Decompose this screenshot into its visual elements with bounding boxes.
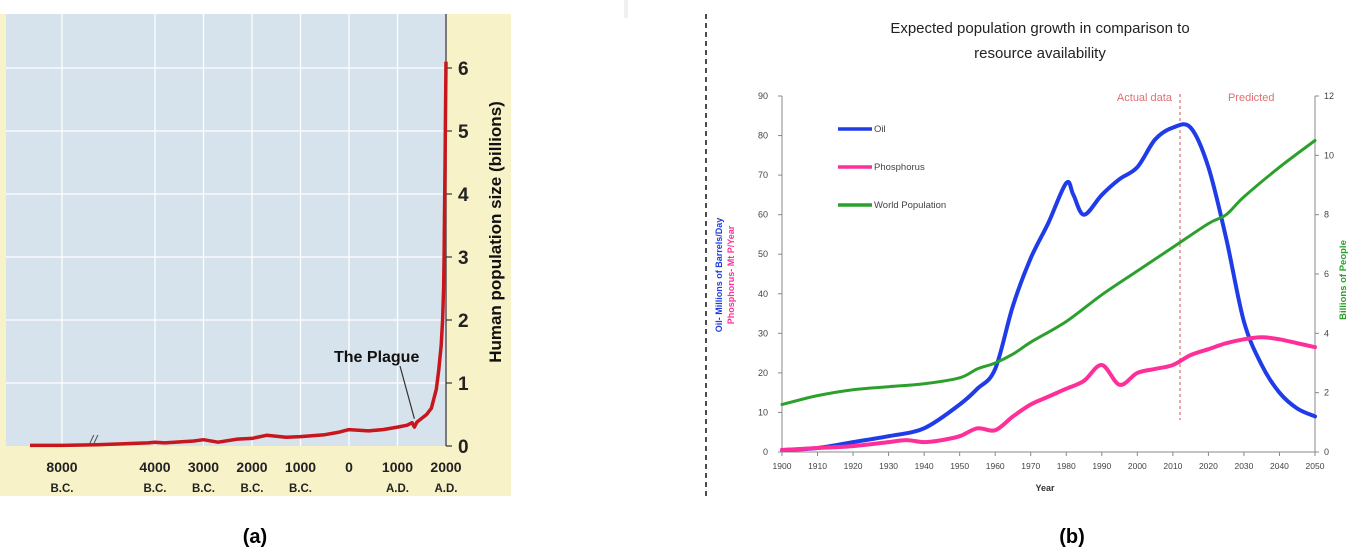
- panel-a-ytick-label-5: 5: [458, 122, 469, 143]
- panel-b-title-line-2: resource availability: [974, 45, 1106, 62]
- panel-b-x-tick-label-13: 2030: [1234, 461, 1253, 471]
- phosphorus-line: [780, 335, 1317, 452]
- panel-a-xtick-era-0: B.C.: [51, 483, 74, 495]
- panel-a-xtick-year-3: 2000: [236, 459, 267, 475]
- panel-a-ytick-label-0: 0: [458, 437, 469, 458]
- panel-a-plot-area: [6, 14, 446, 446]
- panel-b-right-tick-label-0: 0: [1324, 447, 1329, 457]
- panel-a-xtick-year-2: 3000: [188, 459, 219, 475]
- panel-a-ytick-label-4: 4: [458, 185, 469, 206]
- panel-a-xtick-era-2: B.C.: [192, 483, 215, 495]
- panel-b-left-tick-label-9: 90: [758, 91, 768, 101]
- panel-b-left-tick-label-5: 50: [758, 249, 768, 259]
- panel-b-x-tick-label-11: 2010: [1163, 461, 1182, 471]
- plague-annotation: The Plague: [334, 349, 419, 366]
- panel-b-chart: Expected population growth in comparison…: [714, 20, 1349, 493]
- panel-b-x-axis-title: Year: [1035, 483, 1055, 493]
- panel-a-xtick-era-6: A.D.: [386, 483, 409, 495]
- panel-b-left-tick-label-8: 80: [758, 131, 768, 141]
- panel-b-right-tick-label-6: 12: [1324, 91, 1334, 101]
- panel-b-left-tick-label-7: 70: [758, 170, 768, 180]
- panel-a-xtick-year-4: 1000: [285, 459, 316, 475]
- panel-a-ytick-label-2: 2: [458, 311, 469, 332]
- panel-b-left-tick-label-0: 0: [763, 447, 768, 457]
- panel-b-y-axis-title-oil: Oil- Millions of Barrels/Day: [714, 218, 724, 333]
- panel-b-left-tick-label-6: 60: [758, 210, 768, 220]
- panel-b-right-tick-label-4: 8: [1324, 210, 1329, 220]
- panel-a-xtick-era-4: B.C.: [289, 483, 312, 495]
- panel-b-left-tick-label-2: 20: [758, 368, 768, 378]
- panel-a-xtick-year-6: 1000: [382, 459, 413, 475]
- panel-a-x-ticks: 8000 B.C. 4000 B.C. 3000 B.C. 2000 B.C. 1000 B.C.…: [46, 459, 461, 495]
- panel-b-x-tick-label-8: 1980: [1057, 461, 1076, 471]
- panel-b-right-tick-label-1: 2: [1324, 388, 1329, 398]
- panel-a-xtick-year-1: 4000: [139, 459, 170, 475]
- panel-a-ytick-label-1: 1: [458, 374, 469, 395]
- panel-b-left-ticks: 0 10 20 30 40 50 60 70 80 90: [758, 91, 782, 457]
- panel-b-legend: Oil Phosphorus World Population: [838, 124, 946, 211]
- panel-a-population-line: [30, 61, 448, 448]
- panel-b-left-tick-label-1: 10: [758, 407, 768, 417]
- panel-b-x-tick-label-7: 1970: [1021, 461, 1040, 471]
- legend-label-0: Oil: [874, 124, 886, 135]
- panel-b-x-tick-label-12: 2020: [1199, 461, 1218, 471]
- panel-a-xtick-year-0: 8000: [46, 459, 77, 475]
- panel-b-x-tick-label-5: 1950: [950, 461, 969, 471]
- panel-b-x-tick-label-9: 1990: [1092, 461, 1111, 471]
- panel-b-title-line-1: Expected population growth in comparison…: [890, 20, 1189, 37]
- panel-a-ytick-label-3: 3: [458, 248, 469, 269]
- plague-arrow: [399, 365, 415, 419]
- panel-b-x-ticks: 1900 1910 1920 1930 1940 1950 1960 1970 1980 1990…: [773, 452, 1325, 471]
- panel-b-left-tick-label-4: 40: [758, 289, 768, 299]
- panel-a-xtick-era-7: A.D.: [435, 483, 458, 495]
- panel-a-xtick-year-5: 0: [345, 459, 353, 475]
- panel-b-right-tick-label-3: 6: [1324, 269, 1329, 279]
- panel-b-x-tick-label-10: 2000: [1128, 461, 1147, 471]
- panel-b-label: (b): [1059, 526, 1085, 548]
- panel-b-x-tick-label-4: 1940: [915, 461, 934, 471]
- panel-a-axis-break: //: [88, 433, 99, 450]
- world-population-line: [780, 139, 1317, 406]
- legend-label-2: World Population: [874, 200, 946, 211]
- panel-a-label: (a): [243, 526, 267, 548]
- panel-b-x-tick-label-2: 1920: [844, 461, 863, 471]
- panel-a-xtick-era-3: B.C.: [241, 483, 264, 495]
- panel-b-y-axis-title-phosphorus: Phosphorus- Mt P/Year: [726, 225, 736, 324]
- panel-a-y-axis-title: Human population size (billions): [486, 101, 505, 363]
- panel-b-right-ticks: 0 2 4 6 8 10 12: [1315, 91, 1334, 457]
- panel-b-left-tick-label-3: 30: [758, 328, 768, 338]
- panel-a-ytick-label-6: 6: [458, 59, 469, 80]
- legend-label-1: Phosphorus: [874, 162, 925, 173]
- panel-b-x-tick-label-15: 2050: [1306, 461, 1325, 471]
- panel-b-y-axis-title-right: Billions of People: [1338, 240, 1349, 320]
- panel-b-x-tick-label-3: 1930: [879, 461, 898, 471]
- panel-a-chart: 0 1 2 3 4 5 6 8000 B.C. 4000 B.C. 3000 B.C. 2000 B.C.…: [0, 14, 511, 496]
- panel-b-right-tick-label-5: 10: [1324, 150, 1334, 160]
- panel-b-x-tick-label-6: 1960: [986, 461, 1005, 471]
- panel-a-xtick-year-7: 2000: [430, 459, 461, 475]
- actual-data-label: Actual data: [1117, 92, 1173, 104]
- predicted-label: Predicted: [1228, 92, 1274, 104]
- oil-line: [780, 122, 1317, 452]
- panel-b-x-tick-label-1: 1910: [808, 461, 827, 471]
- panel-b-x-tick-label-0: 1900: [773, 461, 792, 471]
- panel-b-x-tick-label-14: 2040: [1270, 461, 1289, 471]
- panel-b-right-tick-label-2: 4: [1324, 328, 1329, 338]
- panel-a-xtick-era-1: B.C.: [144, 483, 167, 495]
- faint-mark: [624, 0, 628, 18]
